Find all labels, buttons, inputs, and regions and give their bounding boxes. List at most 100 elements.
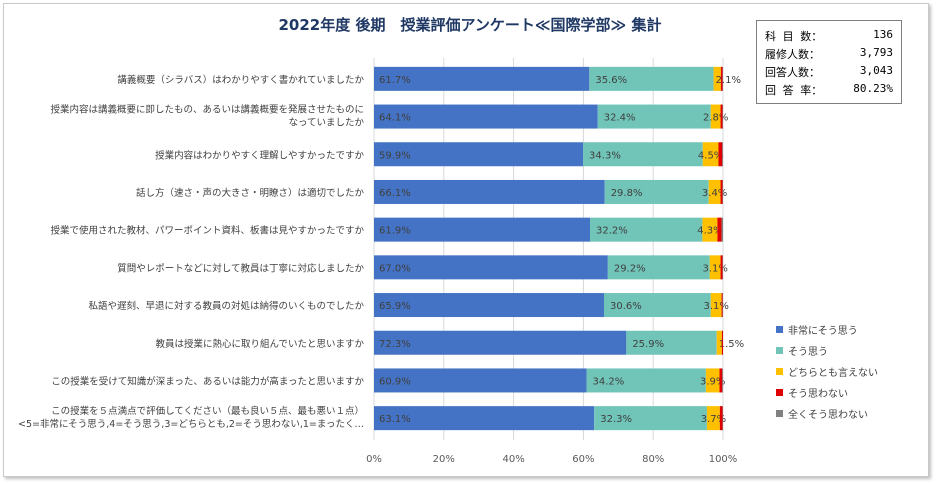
x-tick-label: 100% — [709, 454, 738, 465]
bar-segment — [706, 406, 720, 431]
data-label: 67.0% — [379, 263, 411, 274]
stat-label: 回答人数： — [765, 66, 820, 79]
data-label: 3.9% — [700, 376, 725, 387]
data-label: 3.7% — [701, 414, 726, 425]
bar-segment — [722, 142, 723, 167]
bar-segment — [717, 217, 722, 242]
bar-segment — [374, 217, 591, 242]
legend-label: 全くそう思わない — [788, 410, 868, 421]
data-label: 59.9% — [379, 150, 411, 161]
bar-segment — [374, 368, 587, 393]
bar-segment — [713, 66, 721, 91]
legend-swatch — [776, 410, 783, 417]
bar-segment — [586, 368, 706, 393]
bar-segment — [626, 330, 717, 355]
category-label: この授業を５点満点で評価してください（最も良い５点、最も悪い１点） — [51, 405, 364, 417]
bar-segment — [710, 104, 721, 129]
data-label: 3.4% — [702, 188, 727, 199]
category-label: 質問やレポートなどに対して教員は丁寧に対応しましたか — [117, 262, 364, 274]
data-label: 32.2% — [596, 226, 628, 237]
bar-segment — [374, 142, 584, 167]
bar-segment — [721, 217, 723, 242]
data-label: 4.3% — [697, 226, 722, 237]
legend-item: そう思う — [776, 343, 916, 364]
bar-segment — [590, 217, 703, 242]
bar-segment — [722, 368, 723, 393]
data-label: 2.8% — [703, 113, 728, 124]
bar-segment — [594, 406, 707, 431]
stat-row-enrolled: 履修人数： 3,793 — [765, 46, 893, 62]
bar-segment — [718, 142, 723, 167]
bar-segment — [720, 66, 723, 91]
bar-segment — [702, 142, 719, 167]
data-label: 66.1% — [379, 188, 411, 199]
data-label: 65.9% — [379, 301, 411, 312]
legend-swatch — [776, 347, 783, 354]
legend-label: どちらとも言えない — [788, 368, 878, 379]
stat-label: 履修人数： — [765, 48, 820, 61]
bar-segment — [374, 330, 627, 355]
data-label: 64.1% — [379, 113, 411, 124]
legend-item: そう思わない — [776, 385, 916, 406]
data-label: 34.3% — [589, 150, 621, 161]
legend: 非常にそう思う そう思う どちらとも言えない そう思わない 全くそう思わない — [776, 322, 916, 427]
data-label: 72.3% — [379, 339, 411, 350]
legend-item: 全くそう思わない — [776, 406, 916, 427]
legend-label: そう思う — [788, 347, 828, 358]
legend-swatch — [776, 389, 783, 396]
category-label: 話し方（速さ・声の大きさ・明瞭さ）は適切でしたか — [136, 187, 365, 199]
data-label: 1.5% — [719, 339, 744, 350]
stat-row-courses: 科 目 数： 136 — [765, 28, 893, 44]
legend-swatch — [776, 326, 783, 333]
category-label: この授業を受けて知識が深まった、あるいは能力が高まったと思いますか — [51, 375, 364, 387]
data-label: 35.6% — [595, 75, 627, 86]
bar-segment — [589, 66, 714, 91]
data-label: 30.6% — [610, 301, 642, 312]
category-label: 授業で使用された教材、パワーポイント資料、板書は見やすかったですか — [50, 225, 364, 237]
legend-label: そう思わない — [788, 389, 848, 400]
bar-segment — [721, 293, 723, 318]
data-label: 32.4% — [604, 113, 636, 124]
category-label: 教員は授業に熱心に取り組んでいたと思いますか — [155, 338, 364, 350]
stats-box: 科 目 数： 136 履修人数： 3,793 回答人数： 3,043 回 答 率… — [756, 20, 902, 104]
category-label: 授業内容は講義概要に即したもの、あるいは講義概要を発展させたものに — [50, 104, 364, 116]
category-label: 授業内容はわかりやすく理解しやすかったですか — [155, 149, 364, 161]
bar-segment — [374, 293, 604, 318]
bar-segment — [374, 66, 590, 91]
x-tick-label: 20% — [433, 454, 455, 465]
bar-segment — [603, 293, 711, 318]
legend-item: 非常にそう思う — [776, 322, 916, 343]
bar-segment — [597, 104, 711, 129]
data-label: 4.5% — [698, 150, 723, 161]
stat-row-respondents: 回答人数： 3,043 — [765, 64, 893, 80]
data-label: 3.1% — [702, 263, 727, 274]
bar-segment — [708, 179, 721, 204]
x-tick-label: 80% — [642, 454, 664, 465]
bar-segment — [374, 255, 608, 280]
data-label: 29.8% — [611, 188, 643, 199]
bar-segment — [721, 330, 723, 355]
data-label: 61.9% — [379, 226, 411, 237]
data-label: 63.1% — [379, 414, 411, 425]
stat-label: 科 目 数： — [765, 30, 823, 43]
legend-item: どちらとも言えない — [776, 364, 916, 385]
bar-segment — [374, 406, 595, 431]
category-label: なっていましたか — [288, 118, 364, 129]
bar-segment — [716, 330, 722, 355]
chart-title: 2022年度 後期 授業評価アンケート≪国際学部≫ 集計 — [278, 16, 662, 34]
bar-segment — [607, 255, 710, 280]
bar-segment — [374, 179, 605, 204]
data-label: 25.9% — [632, 339, 664, 350]
data-label: 34.2% — [593, 376, 625, 387]
bar-segment — [583, 142, 703, 167]
category-label: 私語や遅刻、早退に対する教員の対処は納得のいくものでしたか — [88, 300, 364, 312]
bar-segment — [719, 406, 723, 431]
stat-value: 136 — [873, 28, 893, 41]
data-label: 29.2% — [614, 263, 646, 274]
data-label: 60.9% — [379, 376, 411, 387]
bar-segment — [374, 104, 598, 129]
stat-row-response-rate: 回 答 率： 80.23% — [765, 82, 893, 98]
x-tick-label: 0% — [366, 454, 382, 465]
bar-segment — [604, 179, 709, 204]
